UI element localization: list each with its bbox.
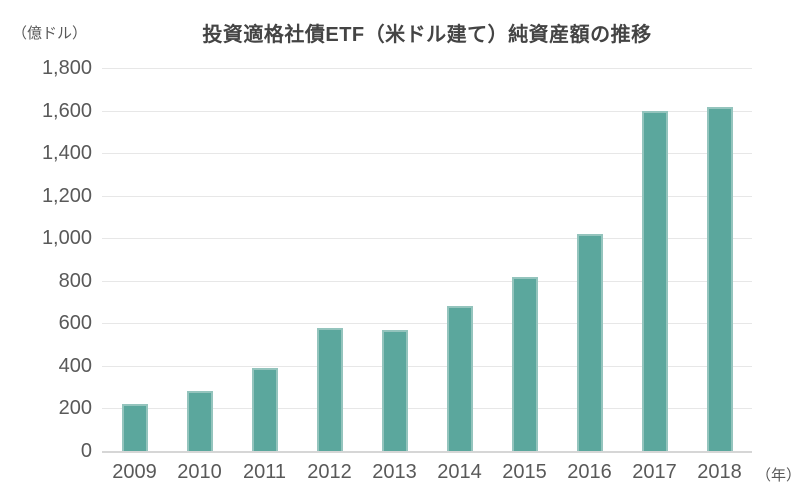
y-axis-unit-label: （億ドル） xyxy=(12,25,88,42)
bar-slot xyxy=(427,68,492,451)
bar xyxy=(576,233,603,451)
y-tick-label: 1,200 xyxy=(41,184,92,207)
x-tick-label: 2017 xyxy=(632,461,677,483)
bar-series xyxy=(102,68,752,451)
x-tick-label: 2013 xyxy=(372,461,417,483)
bar xyxy=(641,110,668,451)
gridline xyxy=(102,408,752,410)
y-tick-label: 1,800 xyxy=(41,57,92,79)
bar-slot xyxy=(297,68,362,451)
y-tick-label: 800 xyxy=(58,269,92,292)
bar-slot xyxy=(362,68,427,451)
x-tick-label: 2009 xyxy=(112,461,157,483)
gridline xyxy=(102,195,752,197)
bar-slot xyxy=(102,68,167,451)
bar xyxy=(511,276,538,451)
y-tick-label: 400 xyxy=(58,354,92,377)
bar-slot xyxy=(622,68,687,451)
x-tick-label: 2016 xyxy=(567,461,612,483)
y-tick-label: 1,000 xyxy=(41,227,92,250)
y-tick-label: 200 xyxy=(58,397,92,420)
bar-slot xyxy=(687,68,752,451)
x-tick-label: 2015 xyxy=(502,461,547,483)
x-axis-tick-labels: 2009 2010 2011 2012 2013 2014 2015 2016 2017 2018 xyxy=(102,461,752,484)
bar-slot xyxy=(557,68,622,451)
bar xyxy=(316,327,343,451)
gridline xyxy=(102,365,752,367)
bar xyxy=(381,329,408,451)
x-axis-unit-label: （年） xyxy=(756,467,800,484)
chart-title: 投資適格社債ETF（米ドル建て）純資産額の推移 xyxy=(202,24,652,46)
bar xyxy=(446,306,473,451)
bar-slot xyxy=(492,68,557,451)
gridline xyxy=(102,68,752,69)
y-tick-label: 0 xyxy=(80,440,92,462)
bar xyxy=(706,107,733,451)
x-tick-label: 2018 xyxy=(697,461,742,483)
bar-slot xyxy=(167,68,232,451)
y-tick-label: 1,600 xyxy=(41,99,92,122)
plot-area xyxy=(102,68,752,453)
x-tick-label: 2011 xyxy=(242,461,286,483)
y-axis-tick-labels: 0 200 400 600 800 1,000 1,200 1,400 1,600 1,800 xyxy=(0,58,92,461)
gridline xyxy=(102,238,752,240)
bar xyxy=(251,368,278,451)
gridline xyxy=(102,153,752,155)
bar xyxy=(186,391,213,451)
gridline xyxy=(102,110,752,112)
x-tick-label: 2012 xyxy=(307,461,352,483)
x-tick-label: 2014 xyxy=(437,461,482,483)
bar xyxy=(121,404,148,451)
x-tick-label: 2010 xyxy=(177,461,222,483)
gridline xyxy=(102,280,752,282)
bar-slot xyxy=(232,68,297,451)
y-tick-label: 600 xyxy=(58,312,92,335)
y-tick-label: 1,400 xyxy=(41,142,92,165)
gridline xyxy=(102,323,752,325)
